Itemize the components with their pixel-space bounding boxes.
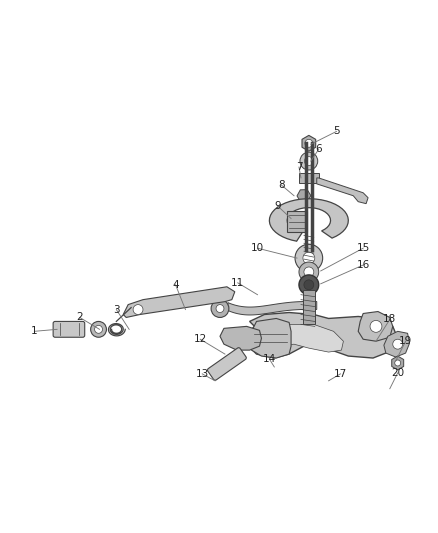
Circle shape [299,275,319,295]
Polygon shape [384,332,410,357]
Circle shape [395,360,401,366]
Text: 13: 13 [196,369,209,379]
Polygon shape [123,287,235,318]
Circle shape [304,267,314,277]
Text: 12: 12 [194,334,207,344]
Circle shape [303,252,315,264]
Circle shape [304,280,314,290]
Text: 18: 18 [383,314,396,325]
Circle shape [393,339,403,349]
Polygon shape [358,311,393,341]
Text: 8: 8 [278,180,285,190]
Circle shape [301,332,311,341]
Text: 7: 7 [296,162,302,172]
Circle shape [370,320,382,332]
Polygon shape [317,178,368,204]
Polygon shape [220,326,261,350]
Circle shape [211,300,229,318]
Circle shape [91,321,106,337]
FancyBboxPatch shape [208,348,246,381]
Polygon shape [269,199,348,241]
Circle shape [305,139,313,147]
Polygon shape [250,318,291,358]
Text: 4: 4 [172,280,179,290]
Text: 16: 16 [357,260,370,270]
Polygon shape [262,325,343,352]
Text: 1: 1 [31,326,38,336]
Circle shape [95,325,102,333]
Text: 5: 5 [333,126,340,136]
Text: 14: 14 [263,354,276,364]
Polygon shape [228,302,317,315]
Text: 20: 20 [391,368,404,378]
Text: 17: 17 [334,369,347,379]
Circle shape [300,152,318,170]
Text: 11: 11 [231,278,244,288]
Circle shape [299,262,319,282]
Text: 19: 19 [399,336,412,346]
Text: 3: 3 [113,304,120,314]
Text: 10: 10 [251,243,264,253]
Text: 9: 9 [274,200,281,211]
Circle shape [216,304,224,312]
Circle shape [304,157,313,166]
Circle shape [296,326,316,346]
Text: 2: 2 [77,312,83,322]
Circle shape [133,304,143,314]
Text: 6: 6 [315,144,322,154]
Polygon shape [247,312,398,358]
Bar [303,290,315,325]
Bar [287,211,307,232]
Bar [299,173,319,183]
FancyBboxPatch shape [53,321,85,337]
Circle shape [295,244,323,272]
Text: 15: 15 [357,243,370,253]
